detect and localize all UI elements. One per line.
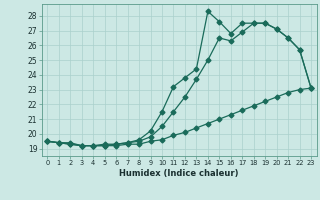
X-axis label: Humidex (Indice chaleur): Humidex (Indice chaleur)	[119, 169, 239, 178]
